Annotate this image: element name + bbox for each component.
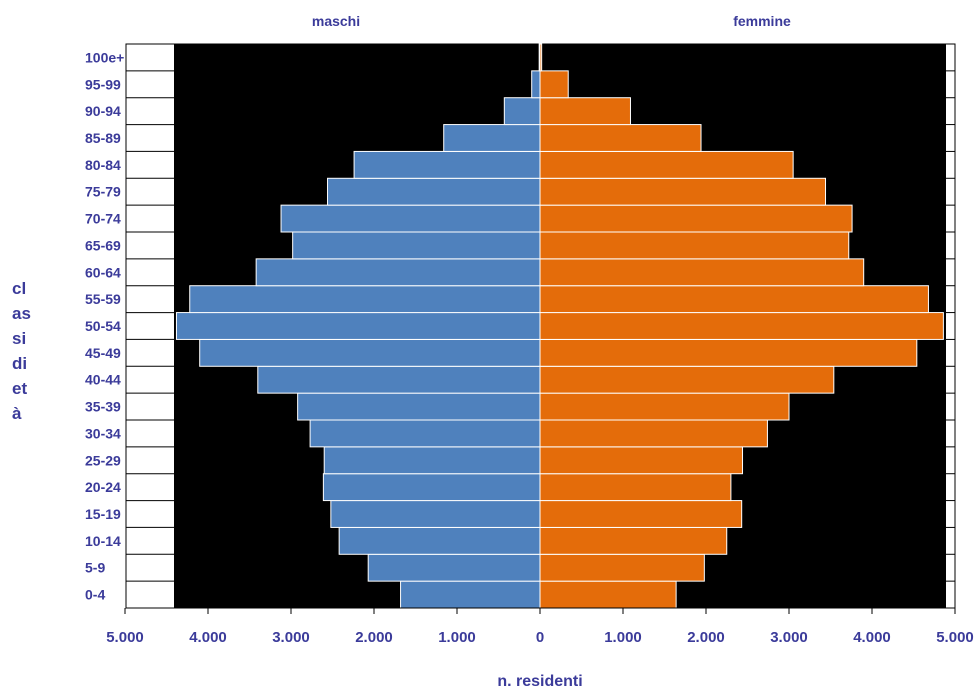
- bar-femmine-20-24: [539, 473, 732, 502]
- bar-maschi-40-44: [257, 365, 541, 394]
- y-tick-label: 50-54: [85, 318, 121, 334]
- bar-maschi-90-94: [503, 97, 541, 126]
- x-tick-label: 4.000: [189, 629, 227, 646]
- bar-femmine-5-9: [539, 553, 705, 582]
- y-tick-label: 95-99: [85, 76, 121, 92]
- bar-maschi-45-49: [199, 338, 541, 367]
- y-axis-label-line: di: [12, 354, 27, 373]
- x-tick-label: 3.000: [272, 629, 310, 646]
- bar-femmine-0-4: [539, 580, 677, 609]
- series-label-femmine: femmine: [733, 13, 791, 29]
- y-tick-label: 35-39: [85, 399, 121, 415]
- y-tick-label: 85-89: [85, 130, 121, 146]
- y-tick-label: 15-19: [85, 506, 121, 522]
- bar-maschi-50-54: [175, 312, 541, 340]
- y-tick-label: 30-34: [85, 425, 121, 441]
- x-tick-label: 3.000: [770, 629, 808, 646]
- y-axis-label-line: cl: [12, 279, 26, 298]
- bar-maschi-25-29: [323, 446, 541, 475]
- bar-femmine-90-94: [539, 97, 631, 126]
- series-label-maschi: maschi: [312, 13, 360, 29]
- y-axis-label-line: et: [12, 379, 27, 398]
- bar-maschi-15-19: [330, 500, 541, 528]
- bar-femmine-35-39: [539, 392, 790, 421]
- bar-femmine-80-84: [539, 150, 794, 179]
- x-tick-label: 1.000: [604, 629, 642, 646]
- y-tick-label: 90-94: [85, 103, 121, 119]
- x-tick-label: 5.000: [936, 629, 974, 646]
- bar-maschi-60-64: [255, 258, 541, 287]
- bar-femmine-95-99: [539, 70, 569, 99]
- bar-femmine-60-64: [539, 258, 865, 287]
- y-tick-label: 45-49: [85, 345, 121, 361]
- y-axis-label: cl as si di et à: [12, 279, 31, 423]
- bar-maschi-55-59: [189, 285, 541, 314]
- y-tick-label: 20-24: [85, 479, 121, 495]
- x-axis-label: n. residenti: [497, 673, 582, 689]
- bar-femmine-55-59: [539, 285, 929, 314]
- bar-femmine-10-14: [539, 526, 728, 555]
- y-axis-label-line: à: [12, 404, 22, 423]
- x-tick-label: 4.000: [853, 629, 891, 646]
- y-tick-label: 70-74: [85, 211, 121, 227]
- x-tick-label: 1.000: [438, 629, 476, 646]
- bar-maschi-65-69: [292, 231, 541, 260]
- bar-maschi-10-14: [338, 526, 541, 555]
- x-tick-label: 2.000: [355, 629, 393, 646]
- bar-femmine-30-34: [539, 419, 768, 448]
- bar-maschi-75-79: [327, 177, 541, 206]
- y-axis-label-line: si: [12, 329, 26, 348]
- y-tick-label: 100e+: [85, 49, 124, 65]
- y-tick-label: 80-84: [85, 157, 121, 173]
- bar-maschi-35-39: [297, 392, 541, 421]
- axes: 0-4 5-9 10-14 15-19 20-24 25-29 30-34 35-39 40-4…: [85, 44, 974, 646]
- bar-maschi-85-89: [443, 124, 541, 152]
- bar-femmine-45-49: [539, 338, 918, 367]
- y-tick-label: 25-29: [85, 452, 121, 468]
- bar-femmine-50-54: [539, 312, 944, 340]
- y-tick-label: 40-44: [85, 372, 121, 388]
- bar-femmine-40-44: [539, 365, 835, 394]
- y-axis-label-line: as: [12, 304, 31, 323]
- bar-femmine-15-19: [539, 500, 743, 528]
- x-tick-label: 0: [536, 629, 544, 646]
- bar-maschi-5-9: [367, 553, 541, 582]
- y-tick-label: 55-59: [85, 291, 121, 307]
- bar-maschi-80-84: [353, 150, 541, 179]
- x-tick-label: 2.000: [687, 629, 725, 646]
- bar-maschi-30-34: [309, 419, 541, 448]
- y-tick-label: 5-9: [85, 560, 105, 576]
- y-tick-label: 0-4: [85, 587, 105, 603]
- bars: [175, 43, 944, 609]
- bar-femmine-85-89: [539, 124, 702, 152]
- bar-maschi-70-74: [280, 204, 541, 233]
- y-tick-label: 10-14: [85, 533, 121, 549]
- bar-maschi-0-4: [400, 580, 541, 609]
- bar-femmine-75-79: [539, 177, 827, 206]
- y-tick-label: 60-64: [85, 264, 121, 280]
- bar-maschi-95-99: [531, 70, 541, 99]
- bar-femmine-70-74: [539, 204, 853, 233]
- bar-femmine-25-29: [539, 446, 744, 475]
- y-tick-label: 75-79: [85, 184, 121, 200]
- bar-femmine-65-69: [539, 231, 850, 260]
- bar-maschi-20-24: [322, 473, 541, 502]
- x-tick-label: 5.000: [106, 629, 144, 646]
- y-tick-label: 65-69: [85, 237, 121, 253]
